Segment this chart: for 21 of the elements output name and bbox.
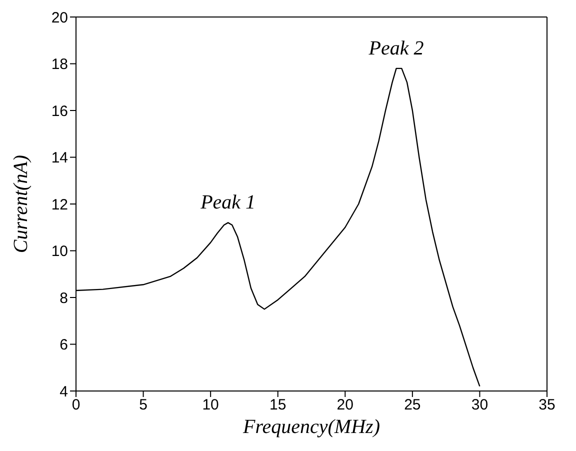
y-tick-label: 6 (60, 336, 68, 354)
x-tick-label: 5 (139, 396, 148, 414)
y-axis-title: Current(nA) (10, 154, 32, 254)
x-axis-title: Frequency(MHz) (242, 416, 380, 438)
x-tick-label: 35 (538, 396, 556, 414)
y-tick-label: 18 (51, 56, 68, 74)
annotation: Peak 2 (368, 37, 424, 60)
x-tick-label: 15 (270, 396, 286, 414)
y-tick-label: 4 (60, 383, 68, 400)
x-tick-label: 0 (72, 396, 80, 414)
y-tick-label: 20 (51, 9, 68, 26)
y-tick-label: 8 (60, 290, 68, 307)
x-tick-label: 10 (202, 396, 219, 414)
y-tick-label: 14 (51, 150, 68, 167)
x-tick-label: 25 (404, 396, 421, 414)
y-tick-label: 12 (51, 196, 68, 214)
y-tick-label: 16 (51, 102, 68, 120)
x-tick-label: 20 (336, 396, 354, 414)
x-tick-label: 30 (471, 396, 488, 414)
annotation: Peak 1 (200, 192, 256, 214)
y-tick-label: 10 (51, 243, 68, 260)
